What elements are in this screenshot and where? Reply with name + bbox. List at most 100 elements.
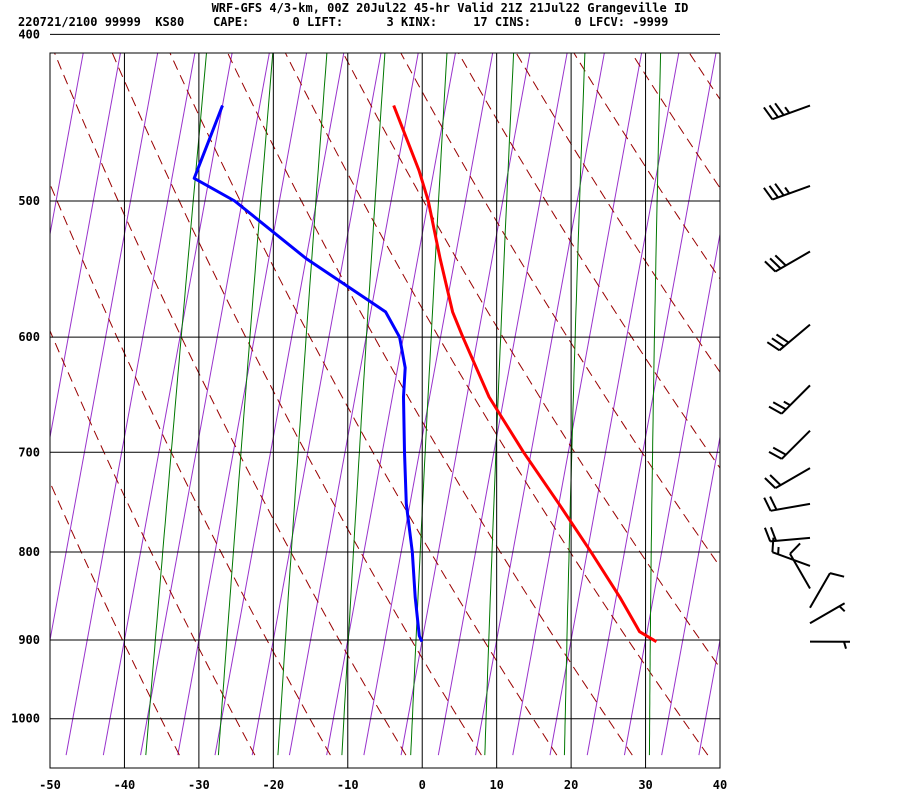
barb-flag-full <box>763 497 772 512</box>
stat-value-4: 0 <box>531 15 582 29</box>
isotherm-line <box>214 53 345 756</box>
isotherm-line <box>661 434 720 756</box>
isotherm-line <box>437 53 568 756</box>
wind-barb <box>771 537 811 567</box>
isotherm-line <box>65 53 196 756</box>
barb-staff <box>809 602 846 625</box>
dry-adiabat-line <box>573 53 720 280</box>
barb-staff <box>780 429 811 460</box>
x-tick-label: -10 <box>337 778 359 792</box>
axis-labels: -50 -40 -30 -20 -10 0 10 20 30 40 400 500 600 700 800 9… <box>11 27 727 792</box>
barb-flag-full <box>768 451 783 460</box>
barb-flag-half <box>783 400 791 407</box>
barb-staff <box>770 502 811 512</box>
wind-barb <box>763 183 811 201</box>
barb-flag-full <box>774 183 785 197</box>
x-tick-label: 0 <box>419 778 426 792</box>
wind-barb <box>764 467 811 489</box>
barb-flag-half <box>784 186 791 194</box>
mixing-ratio-line <box>410 53 448 756</box>
barb-flag-full <box>789 542 801 555</box>
dry-adiabat-line <box>342 53 720 669</box>
isotherm-line <box>549 53 680 756</box>
isotherm-line <box>0 0 19 755</box>
profiles <box>192 104 658 643</box>
barb-flag-full <box>771 537 775 553</box>
barb-flag-full <box>763 527 772 542</box>
isotherm-line <box>400 53 531 756</box>
x-tick-label: -40 <box>114 778 136 792</box>
dry-adiabat-line <box>227 53 633 756</box>
barb-flag-full <box>766 341 780 352</box>
stat-value-2: 3 <box>343 15 394 29</box>
wind-barb <box>763 496 811 512</box>
barb-flag-full <box>772 401 787 411</box>
x-tick-label: -30 <box>188 778 210 792</box>
barb-flag-full <box>764 477 777 489</box>
stats-line: 220721/2100 99999 KS80 CAPE: 0 LIFT: 3 K… <box>18 15 668 29</box>
barb-staff <box>772 104 811 121</box>
barb-flag-full <box>769 474 782 486</box>
wind-barb <box>809 602 846 625</box>
x-tick-label: 30 <box>638 778 652 792</box>
barb-flag-full <box>768 405 783 415</box>
barb-flag-half <box>777 546 780 555</box>
barb-flag-full <box>772 446 787 456</box>
dry-adiabat-line <box>50 329 256 756</box>
barb-staff <box>774 467 811 489</box>
temperature-profile <box>392 104 658 643</box>
barb-flag-full <box>775 333 790 344</box>
stat-label-0: 220721/2100 99999 KS80 <box>18 15 185 29</box>
y-tick-label: 800 <box>18 545 40 559</box>
isotherm-line <box>140 53 270 756</box>
plot-border <box>49 52 721 769</box>
mixing-ratio-line <box>277 53 328 756</box>
y-tick-label: 1000 <box>11 712 40 726</box>
barb-staff <box>789 553 811 589</box>
isotherm-line <box>736 0 875 755</box>
barb-staff <box>770 536 811 543</box>
mixing-ratio-line <box>563 53 586 756</box>
barb-staff <box>772 551 811 567</box>
x-tick-label: 20 <box>564 778 578 792</box>
x-tick-label: 40 <box>713 778 727 792</box>
barb-flag-full <box>768 185 779 199</box>
isotherm-line <box>102 53 233 756</box>
isotherm-line <box>50 53 159 643</box>
barb-staff <box>809 572 831 609</box>
y-tick-label: 600 <box>18 330 40 344</box>
barb-flag-full <box>829 572 845 578</box>
barb-staff <box>774 250 811 273</box>
wind-barb <box>766 323 811 352</box>
barb-flag-full <box>764 260 777 273</box>
x-tick-label: 10 <box>489 778 503 792</box>
barb-staff <box>780 384 811 415</box>
isotherm-line <box>475 53 605 756</box>
wind-barb <box>763 102 811 121</box>
dry-adiabat-line <box>878 0 900 755</box>
dry-adiabat-line <box>284 53 709 756</box>
wind-barb <box>789 542 811 589</box>
barb-flag-full <box>769 257 782 270</box>
barb-flag-half <box>843 641 847 649</box>
isotherm-line <box>512 53 643 756</box>
wind-barb <box>768 429 811 460</box>
isotherm-line <box>363 53 494 756</box>
y-tick-label: 900 <box>18 633 40 647</box>
stat-value-5: -9999 <box>624 15 669 29</box>
dewpoint-profile <box>192 104 424 643</box>
wind-barb <box>764 250 811 273</box>
isotherm-line <box>288 53 419 756</box>
dry-adiabat-line <box>54 53 407 756</box>
wind-barbs <box>763 102 851 649</box>
isotherms <box>0 0 875 756</box>
isotherm-line <box>50 53 121 440</box>
stat-label-5: LFCV: <box>581 15 625 29</box>
isotherm-line <box>50 53 84 237</box>
barb-flag-full <box>769 496 778 511</box>
mixing-ratio-line <box>648 53 662 756</box>
dry-adiabat-line <box>631 53 720 189</box>
barb-flag-full <box>774 254 787 267</box>
stat-label-3: KINX: <box>393 15 438 29</box>
